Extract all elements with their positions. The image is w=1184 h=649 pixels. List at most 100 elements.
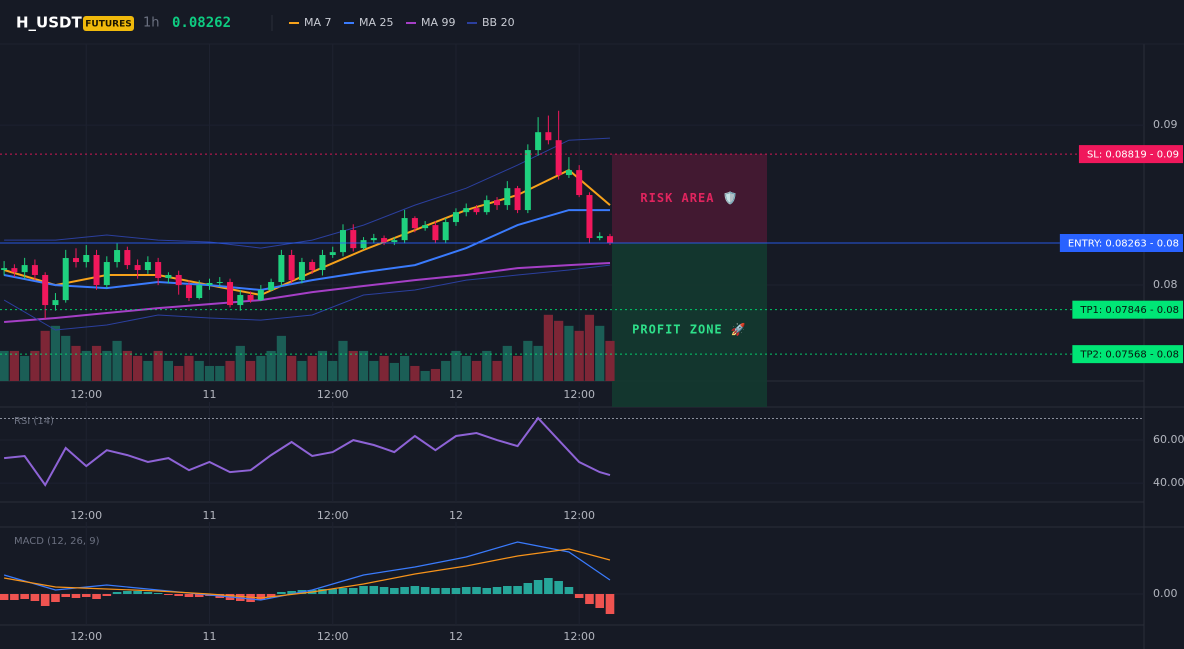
macd-histogram-bar xyxy=(472,587,481,594)
volume-bar xyxy=(543,314,553,381)
volume-bar xyxy=(276,335,286,381)
candle-body xyxy=(576,170,583,196)
macd-histogram-bar xyxy=(605,594,615,614)
candle-body xyxy=(247,294,254,301)
x-tick-label: 12 xyxy=(449,630,463,643)
macd-histogram-bar xyxy=(441,588,450,594)
candle-body xyxy=(72,258,79,263)
candle-body xyxy=(565,170,572,176)
volume-bar xyxy=(482,350,492,381)
volume-bar xyxy=(194,360,204,381)
sl-label: SL: 0.08819 - 0.09 xyxy=(1087,150,1179,161)
macd-line xyxy=(3,541,611,601)
candle-body xyxy=(381,238,388,243)
volume-bar xyxy=(215,365,225,381)
legend-label: BB 20 xyxy=(482,16,515,29)
x-tick-label: 12 xyxy=(449,388,463,401)
volume-bar xyxy=(471,360,482,381)
y-tick-label: 0.08 xyxy=(1153,278,1178,291)
candle-body xyxy=(83,254,90,263)
candle-body xyxy=(52,300,59,306)
candle-body xyxy=(298,262,305,281)
macd-histogram-bar xyxy=(112,592,122,594)
candle-body xyxy=(196,285,203,299)
volume-bar xyxy=(328,360,338,381)
candle-body xyxy=(216,282,223,284)
volume-bar xyxy=(379,355,389,381)
macd-histogram-bar xyxy=(256,594,266,600)
x-tick-label: 12:00 xyxy=(317,630,349,643)
candle-body xyxy=(606,236,613,244)
candle-body xyxy=(329,252,336,255)
entry-label: ENTRY: 0.08263 - 0.08 xyxy=(1068,239,1179,250)
macd-histogram-bar xyxy=(369,586,379,594)
volume-bar xyxy=(451,350,461,381)
tp2-label-bg xyxy=(1072,345,1183,364)
rsi-pane: 12:00 11 12:00 12 12:00 60.00 40.00 RSI (14) xyxy=(0,402,1184,522)
candle-body xyxy=(268,282,275,291)
macd-histogram-bar xyxy=(523,583,533,594)
candle-body xyxy=(535,132,542,151)
volume-bar xyxy=(461,355,471,381)
volume-bar xyxy=(605,340,615,381)
macd-histogram-bar xyxy=(143,592,153,594)
volume-bar xyxy=(256,355,266,381)
volume-bar xyxy=(30,350,40,381)
sl-label-bg xyxy=(1078,145,1183,164)
macd-histogram-bar xyxy=(81,594,91,597)
volume-bar xyxy=(410,365,420,381)
volume-bar xyxy=(574,330,584,381)
trade-levels: SL: 0.08819 - 0.09 ENTRY: 0.08263 - 0.08 T… xyxy=(0,145,1183,364)
volume-bar xyxy=(554,320,564,381)
macd-histogram-bar xyxy=(574,594,584,598)
macd-histogram-bar xyxy=(544,578,553,594)
volume-bar xyxy=(71,345,81,381)
candle-body xyxy=(432,225,439,241)
candle-body xyxy=(21,265,28,273)
macd-histogram-bar xyxy=(184,594,194,597)
y-tick-label: 0.09 xyxy=(1153,118,1178,131)
volume-bar xyxy=(235,345,245,381)
candle-body xyxy=(144,262,151,271)
macd-histogram-bar xyxy=(451,588,461,594)
risk-zone-label: RISK AREA 🛡️ xyxy=(640,191,738,205)
candle-body xyxy=(309,262,316,271)
macd-histogram-bar xyxy=(482,588,492,594)
profit-zone xyxy=(612,243,767,407)
macd-histogram-bar xyxy=(20,594,29,599)
x-tick-label: 12:00 xyxy=(563,388,595,401)
candle-body xyxy=(473,208,480,213)
macd-histogram-bar xyxy=(318,589,327,594)
macd-histogram-bar xyxy=(287,591,296,594)
volume-bar xyxy=(112,340,122,381)
macd-histogram-bar xyxy=(153,593,163,594)
x-tick-label: 12:00 xyxy=(563,630,595,643)
legend-label: MA 99 xyxy=(421,16,456,29)
macd-histogram-bar xyxy=(30,594,40,601)
volume-bar xyxy=(307,355,317,381)
macd-histogram-bar xyxy=(164,594,173,595)
tp1-label: TP1: 0.07846 - 0.08 xyxy=(1079,305,1179,316)
volume-bar xyxy=(512,355,523,381)
candle-body xyxy=(62,258,69,301)
candle-body xyxy=(319,254,326,271)
candle-body xyxy=(401,218,408,241)
macd-pane: 12:00 11 12:00 12 12:00 0.00 MACD (12, 26, 9) xyxy=(0,522,1178,643)
macd-histogram-bar xyxy=(595,594,605,608)
volume-bar xyxy=(184,355,194,381)
volume-bar xyxy=(369,360,379,381)
candle-body xyxy=(463,208,470,213)
legend-label: MA 7 xyxy=(304,16,332,29)
candle-body xyxy=(124,250,131,266)
volume-bar xyxy=(122,350,132,381)
macd-histogram-bar xyxy=(379,587,389,594)
candle-body xyxy=(442,222,449,241)
x-tick-label: 12 xyxy=(449,509,463,522)
candle-body xyxy=(114,250,121,263)
legend: MA 7 MA 25 MA 99 BB 20 xyxy=(289,16,515,29)
candle-body xyxy=(360,240,367,249)
macd-histogram-bar xyxy=(390,588,399,594)
volume-bar xyxy=(287,355,297,381)
y-tick-label: 0.00 xyxy=(1153,587,1178,600)
indicator-line xyxy=(4,262,611,323)
